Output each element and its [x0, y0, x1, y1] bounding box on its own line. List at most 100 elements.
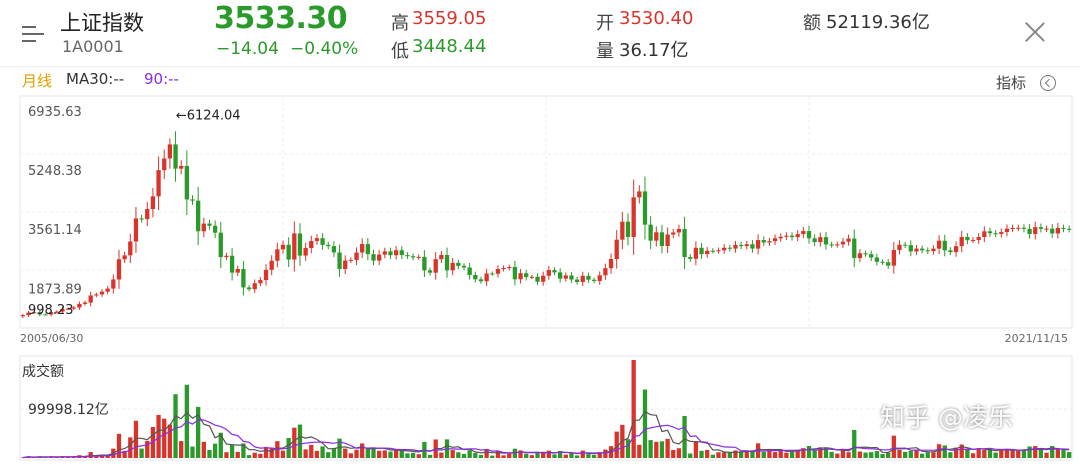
- candle-body: [727, 247, 732, 249]
- volume-bar: [337, 438, 342, 458]
- volume-bar: [269, 447, 274, 458]
- volume-bar: [637, 444, 642, 458]
- volume-bar: [931, 452, 936, 458]
- candle-body: [665, 234, 670, 247]
- candle-body: [603, 268, 608, 276]
- volume-bar: [688, 453, 693, 458]
- volume-bar: [524, 453, 529, 458]
- candle-body: [94, 294, 99, 296]
- candle-body: [399, 250, 404, 256]
- volume-bar: [557, 450, 563, 458]
- menu-icon[interactable]: [22, 26, 44, 42]
- volume-bar: [586, 454, 591, 458]
- candle-body: [303, 248, 308, 256]
- volume-bar: [331, 448, 337, 458]
- volume-bar: [348, 453, 354, 458]
- candle-body: [297, 233, 303, 256]
- volume-bar: [716, 452, 721, 458]
- candle-body: [37, 312, 42, 315]
- candle-body: [1010, 227, 1015, 229]
- candle-body: [982, 231, 987, 238]
- chevron-left-icon[interactable]: [1040, 75, 1056, 91]
- candle-body: [620, 221, 625, 240]
- volume-axis-labels: 成交额 99998.12亿: [22, 363, 109, 418]
- indicator-button[interactable]: 指标: [996, 74, 1027, 92]
- volume-bar: [450, 450, 455, 458]
- candle-body: [546, 270, 551, 276]
- candle-body: [614, 239, 619, 259]
- volume-bar: [495, 451, 501, 458]
- volume-bar: [297, 424, 303, 458]
- ma90-legend: 90:--: [144, 70, 179, 88]
- candle-body: [410, 256, 416, 258]
- volume-bar: [999, 449, 1004, 458]
- candle-body: [82, 302, 88, 304]
- volume-bar: [241, 443, 246, 458]
- period-tab-monthly[interactable]: 月线: [22, 72, 53, 90]
- candle-body: [207, 223, 212, 226]
- candle-body: [750, 244, 755, 249]
- candle-body: [173, 144, 178, 169]
- volume-bar: [371, 448, 376, 458]
- candle-body: [755, 240, 761, 249]
- volume-bar: [263, 446, 269, 458]
- candle-body: [563, 275, 568, 279]
- volume-bar: [789, 450, 795, 458]
- volume-bar: [648, 440, 653, 458]
- price-change: −14.04: [216, 39, 279, 59]
- volume-bar: [908, 450, 913, 458]
- x-start-label: 2005/06/30: [20, 332, 83, 345]
- volume-bar: [501, 455, 506, 458]
- volume-bar: [603, 449, 608, 458]
- volume-bar: [1021, 450, 1027, 458]
- candle-body: [541, 275, 546, 282]
- volume-bar: [840, 449, 846, 458]
- volume-bar: [235, 451, 240, 458]
- candle-body: [789, 235, 795, 238]
- candle-body: [229, 255, 235, 273]
- candle-body: [642, 191, 648, 225]
- candle-body: [784, 235, 789, 237]
- candle-body: [857, 253, 863, 259]
- ma30-legend: MA30:--: [66, 70, 125, 88]
- candle-body: [869, 254, 874, 258]
- volume-bar: [201, 441, 206, 458]
- volume-bar: [597, 452, 602, 458]
- candle-body: [959, 237, 964, 247]
- volume-bar: [699, 450, 704, 458]
- volume-bar: [116, 433, 122, 458]
- volume-bar: [541, 451, 546, 458]
- candle-body: [693, 247, 699, 259]
- candle-body: [495, 269, 501, 274]
- candle-body: [88, 295, 93, 303]
- volume-bar: [122, 450, 127, 458]
- candle-body: [1021, 227, 1027, 229]
- candle-body: [897, 244, 902, 250]
- candle-body: [280, 244, 286, 250]
- candle-body: [716, 250, 721, 252]
- candle-body: [518, 273, 523, 280]
- candle-body: [461, 265, 467, 268]
- volume-bar: [772, 452, 778, 458]
- candle-body: [953, 246, 959, 253]
- volume-bar: [722, 452, 727, 458]
- candle-body: [360, 244, 365, 253]
- candle-body: [286, 244, 291, 260]
- volume-bar: [427, 454, 433, 458]
- volume-bar: [229, 445, 235, 458]
- candle-body: [801, 231, 806, 235]
- volume-bar: [94, 456, 99, 458]
- candle-body: [682, 228, 687, 258]
- volume-bar: [659, 441, 665, 458]
- candle-body: [1061, 228, 1066, 230]
- volume-bar: [546, 450, 551, 458]
- volume-value: 36.17亿: [619, 40, 689, 61]
- candle-body: [659, 232, 665, 247]
- candle-body: [456, 262, 461, 266]
- volume-bar: [863, 452, 868, 458]
- volume-bar: [478, 455, 484, 458]
- volume-bar: [795, 450, 800, 458]
- candle-body: [263, 269, 269, 281]
- volume-bar: [953, 447, 959, 458]
- volume-bar: [224, 452, 229, 458]
